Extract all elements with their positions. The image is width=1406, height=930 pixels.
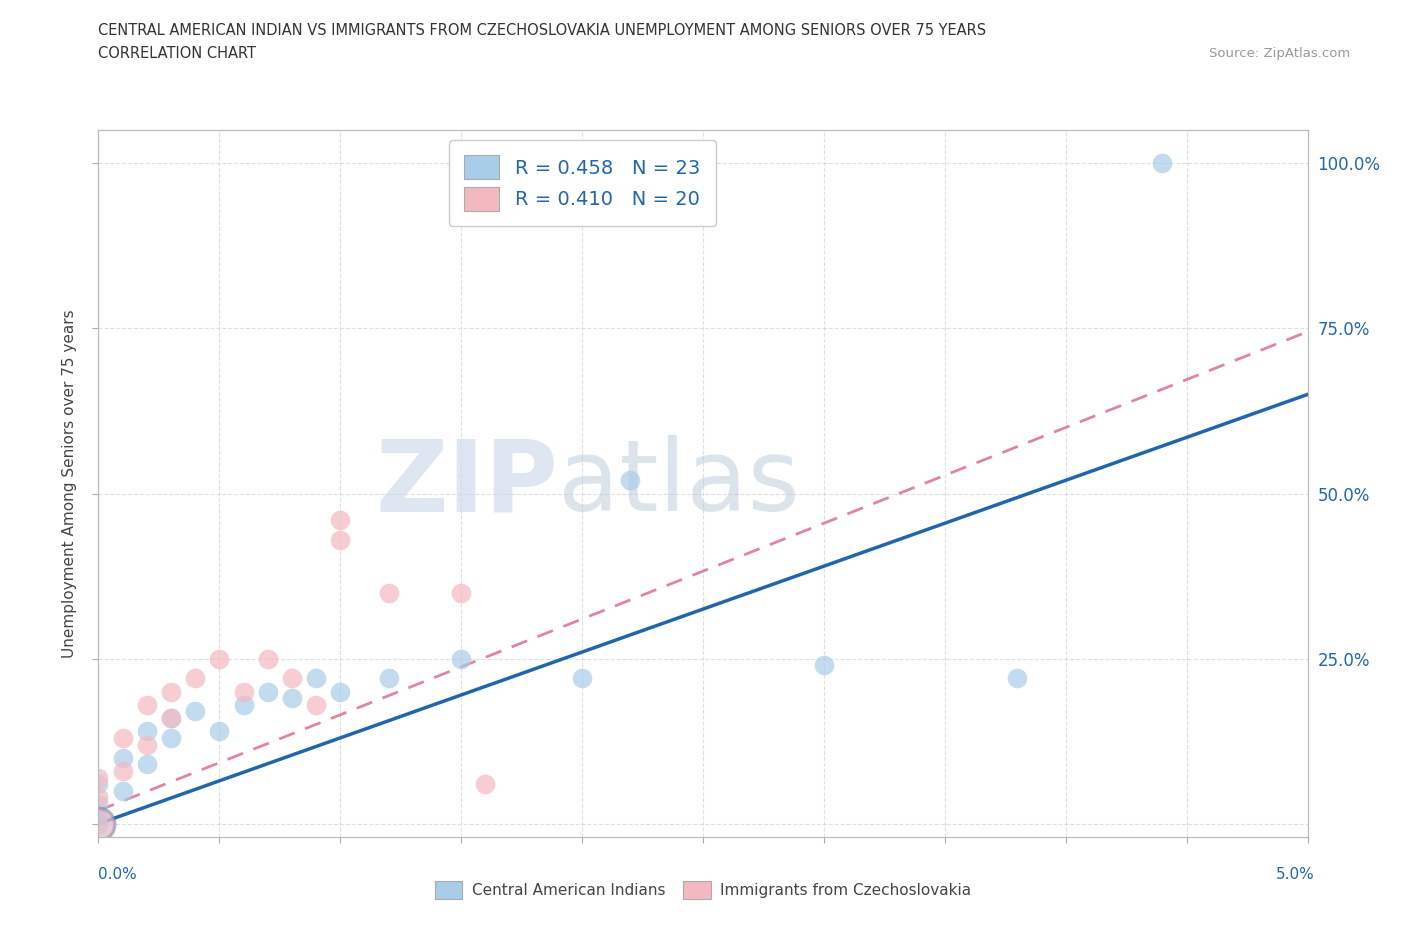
- Point: [377, 585, 399, 600]
- Point: [87, 770, 110, 785]
- Point: [111, 751, 134, 765]
- Y-axis label: Unemployment Among Seniors over 75 years: Unemployment Among Seniors over 75 years: [62, 310, 77, 658]
- Point: [135, 737, 157, 752]
- Point: [135, 698, 157, 712]
- Text: 0.0%: 0.0%: [98, 867, 138, 882]
- Point: [619, 472, 641, 487]
- Point: [160, 711, 183, 725]
- Point: [305, 671, 328, 686]
- Point: [87, 790, 110, 804]
- Point: [450, 585, 472, 600]
- Point: [208, 724, 231, 738]
- Text: Source: ZipAtlas.com: Source: ZipAtlas.com: [1209, 46, 1350, 60]
- Text: 5.0%: 5.0%: [1275, 867, 1315, 882]
- Point: [184, 704, 207, 719]
- Point: [1152, 156, 1174, 171]
- Point: [160, 711, 183, 725]
- Point: [111, 764, 134, 778]
- Point: [208, 651, 231, 666]
- Point: [184, 671, 207, 686]
- Point: [256, 684, 278, 699]
- Point: [571, 671, 593, 686]
- Text: atlas: atlas: [558, 435, 800, 532]
- Point: [1007, 671, 1029, 686]
- Point: [813, 658, 835, 672]
- Point: [329, 512, 352, 527]
- Point: [281, 671, 304, 686]
- Legend: Central American Indians, Immigrants from Czechoslovakia: Central American Indians, Immigrants fro…: [427, 873, 979, 907]
- Point: [450, 651, 472, 666]
- Point: [87, 777, 110, 791]
- Point: [305, 698, 328, 712]
- Point: [377, 671, 399, 686]
- Text: CENTRAL AMERICAN INDIAN VS IMMIGRANTS FROM CZECHOSLOVAKIA UNEMPLOYMENT AMONG SEN: CENTRAL AMERICAN INDIAN VS IMMIGRANTS FR…: [98, 23, 987, 38]
- Point: [329, 532, 352, 547]
- Point: [87, 817, 110, 831]
- Point: [160, 730, 183, 745]
- Text: ZIP: ZIP: [375, 435, 558, 532]
- Point: [232, 684, 254, 699]
- Point: [87, 817, 110, 831]
- Point: [256, 651, 278, 666]
- Point: [135, 724, 157, 738]
- Point: [329, 684, 352, 699]
- Point: [281, 691, 304, 706]
- Point: [474, 777, 496, 791]
- Point: [87, 796, 110, 811]
- Text: CORRELATION CHART: CORRELATION CHART: [98, 46, 256, 61]
- Point: [135, 757, 157, 772]
- Point: [87, 817, 110, 831]
- Point: [87, 810, 110, 825]
- Point: [160, 684, 183, 699]
- Point: [111, 783, 134, 798]
- Point: [232, 698, 254, 712]
- Point: [111, 730, 134, 745]
